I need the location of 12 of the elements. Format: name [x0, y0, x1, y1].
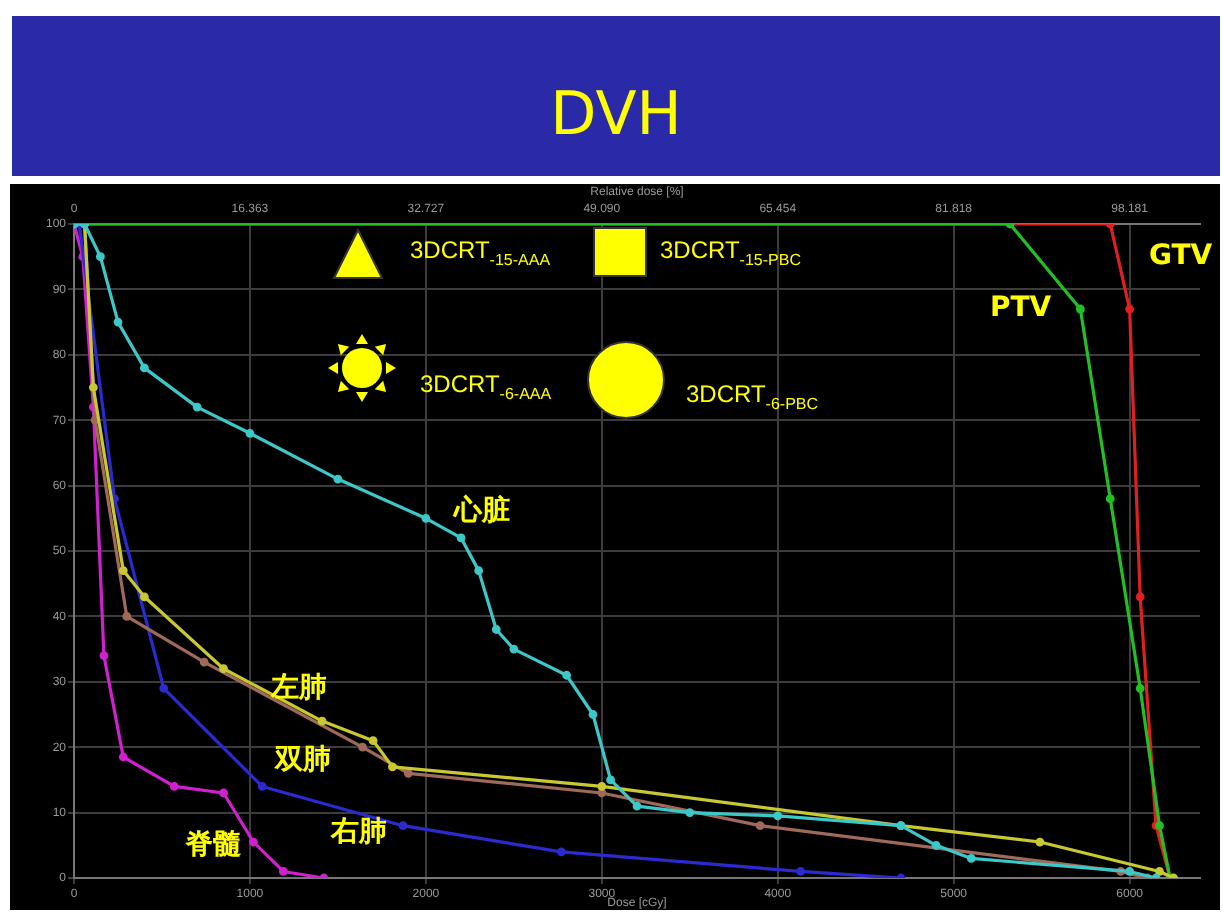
series-label: GTV: [1149, 239, 1213, 272]
annotation: 3DCRT$_{-6-PBC}$: [686, 380, 819, 413]
series-label: PTV: [989, 292, 1052, 325]
annotation: 3DCRT$_{-15-AAA}$: [410, 236, 551, 269]
series-label: 左肺: [269, 671, 328, 704]
annotation: 3DCRT$_{-15-PBC}$: [660, 236, 801, 269]
chart-title: DVH: [12, 16, 1220, 176]
series-label: 右肺: [329, 815, 388, 848]
annotation: 3DCRT$_{-6-AAA}$: [420, 370, 552, 403]
series-label: 脊髓: [184, 828, 243, 861]
series-label: 双肺: [272, 743, 331, 776]
series-label: 心脏: [452, 493, 511, 528]
